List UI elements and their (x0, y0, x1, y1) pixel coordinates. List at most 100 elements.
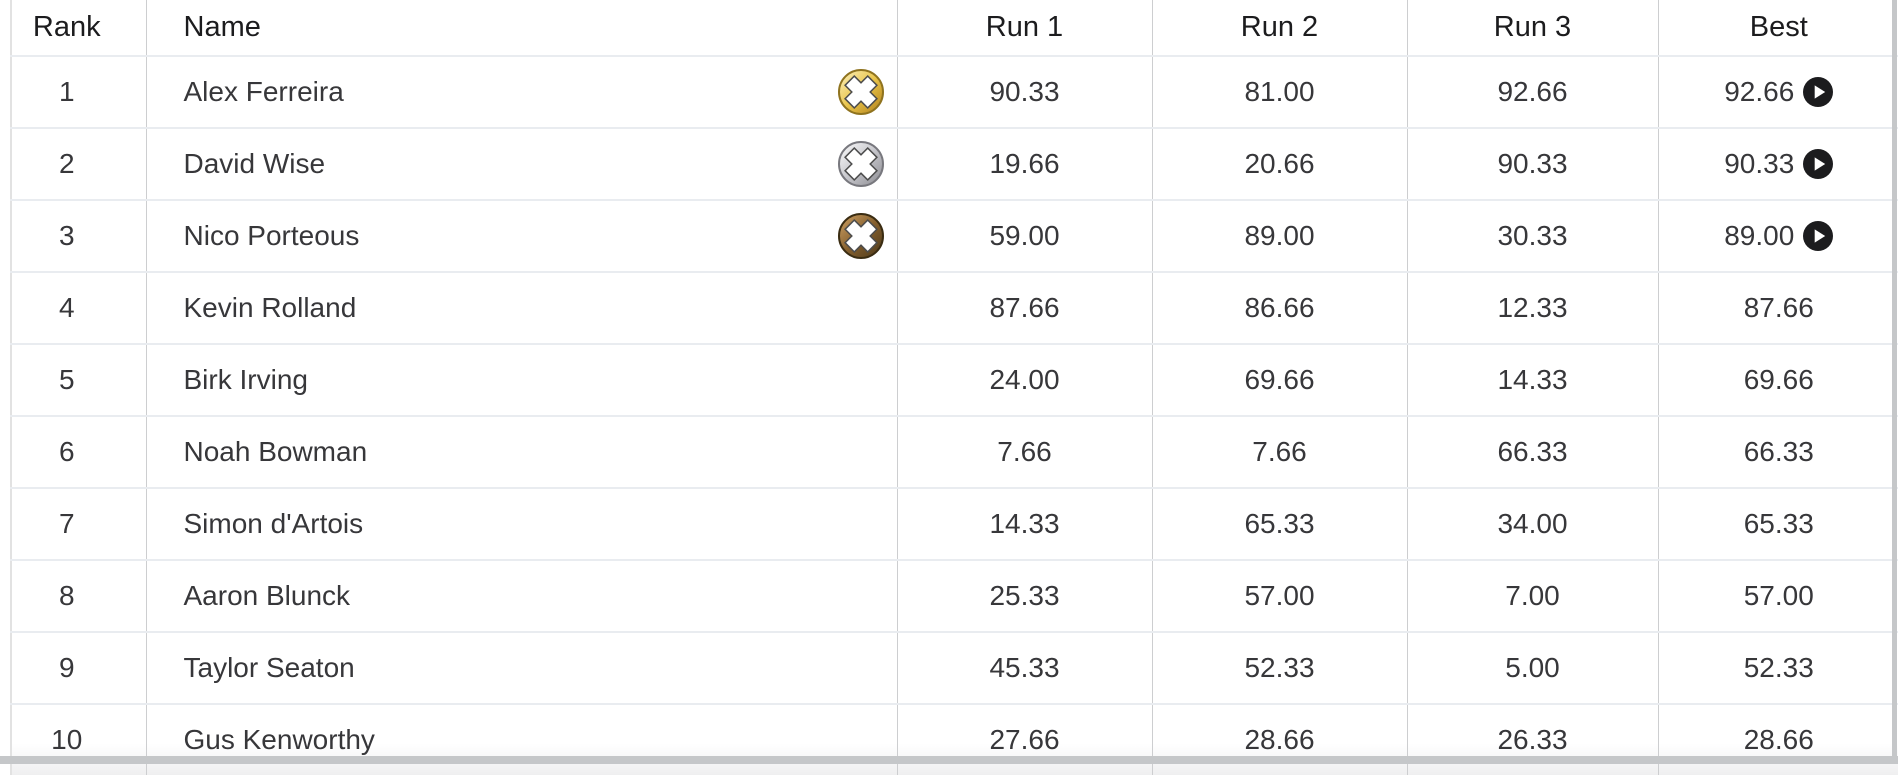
name-cell: David Wise (145, 127, 897, 200)
vertical-scrollbar[interactable] (1892, 0, 1897, 756)
best-cell: 87.66 (1657, 271, 1898, 344)
name-cell: Simon d'Artois (145, 487, 897, 560)
best-score: 28.66 (1743, 724, 1814, 755)
run1-score-cell: 27.66 (896, 703, 1152, 775)
athlete-name: Birk Irving (183, 364, 308, 395)
run1-score-cell: 25.33 (896, 559, 1152, 632)
run1-score-cell: 59.00 (896, 199, 1152, 272)
best-score: 52.33 (1743, 652, 1814, 683)
table-row[interactable]: 9 Taylor Seaton 45.33 52.33 5.00 52.33 (11, 631, 1898, 704)
athlete-name: Taylor Seaton (183, 652, 355, 683)
run1-score-cell: 87.66 (896, 271, 1152, 344)
silver-medal-icon (837, 141, 884, 187)
run3-score-cell: 90.33 (1406, 127, 1658, 200)
table-row[interactable]: 7 Simon d'Artois 14.33 65.33 34.00 65.33 (11, 487, 1898, 560)
name-cell: Alex Ferreira (145, 55, 897, 128)
run1-score-cell: 7.66 (896, 415, 1152, 488)
bronze-medal-icon (837, 213, 884, 259)
run2-score-cell: 65.33 (1151, 487, 1407, 560)
best-cell: 66.33 (1657, 415, 1898, 488)
run1-score-cell: 90.33 (896, 55, 1152, 128)
name-cell: Kevin Rolland (145, 271, 897, 344)
run3-score-cell: 92.66 (1406, 55, 1658, 128)
column-header-best: Best (1657, 0, 1898, 56)
play-icon[interactable] (1803, 149, 1834, 179)
run2-score-cell: 28.66 (1151, 703, 1407, 775)
athlete-name: Alex Ferreira (183, 76, 344, 107)
best-score: 89.00 (1724, 220, 1795, 251)
column-header-run3: Run 3 (1406, 0, 1658, 56)
run2-score-cell: 52.33 (1151, 631, 1407, 704)
best-score: 66.33 (1743, 436, 1814, 467)
best-score: 65.33 (1743, 508, 1814, 539)
best-score: 57.00 (1743, 580, 1814, 611)
column-header-name: Name (145, 0, 897, 56)
run3-score-cell: 5.00 (1406, 631, 1658, 704)
athlete-name: Noah Bowman (183, 436, 368, 467)
best-cell: 69.66 (1657, 343, 1898, 416)
header-row: Rank Name Run 1 Run 2 Run 3 Best (11, 0, 1898, 56)
silver-medal-icon (837, 140, 885, 188)
run1-score-cell: 45.33 (896, 631, 1152, 704)
table-row[interactable]: 3 Nico Porteous 59.00 89.00 30.33 89.00 (11, 199, 1898, 272)
rank-cell: 4 (11, 271, 146, 344)
run2-score-cell: 86.66 (1151, 271, 1407, 344)
table-row[interactable]: 1 Alex Ferreira 90.33 81.00 92.66 92.66 (11, 55, 1898, 128)
table-row[interactable]: 2 David Wise 19.66 20.66 90.33 90.33 (11, 127, 1898, 200)
run1-score-cell: 14.33 (896, 487, 1152, 560)
run3-score-cell: 7.00 (1406, 559, 1658, 632)
run3-score-cell: 34.00 (1406, 487, 1658, 560)
table-row[interactable]: 6 Noah Bowman 7.66 7.66 66.33 66.33 (11, 415, 1898, 488)
best-cell: 52.33 (1657, 631, 1898, 704)
rank-cell: 9 (11, 631, 146, 704)
best-score: 87.66 (1743, 292, 1814, 323)
table-row[interactable]: 8 Aaron Blunck 25.33 57.00 7.00 57.00 (11, 559, 1898, 632)
table-row[interactable]: 4 Kevin Rolland 87.66 86.66 12.33 87.66 (11, 271, 1898, 344)
name-cell: Aaron Blunck (145, 559, 897, 632)
gold-medal-icon (837, 69, 884, 115)
best-cell: 89.00 (1657, 199, 1898, 272)
bronze-medal-icon (837, 212, 885, 260)
horizontal-scrollbar[interactable] (0, 756, 1898, 764)
best-cell: 28.66 (1657, 703, 1898, 775)
athlete-name: Gus Kenworthy (183, 724, 375, 755)
best-cell: 65.33 (1657, 487, 1898, 560)
rank-cell: 2 (11, 127, 146, 200)
table-row[interactable]: 5 Birk Irving 24.00 69.66 14.33 69.66 (11, 343, 1898, 416)
rank-cell: 7 (11, 487, 146, 560)
name-cell: Nico Porteous (145, 199, 897, 272)
play-icon[interactable] (1803, 77, 1834, 107)
play-glyph (1803, 149, 1834, 179)
rank-cell: 10 (11, 703, 146, 775)
table-header: Rank Name Run 1 Run 2 Run 3 Best (11, 0, 1898, 56)
play-icon[interactable] (1803, 221, 1834, 251)
name-cell: Taylor Seaton (145, 631, 897, 704)
name-cell: Gus Kenworthy (145, 703, 897, 775)
table-row[interactable]: 10 Gus Kenworthy 27.66 28.66 26.33 28.66 (11, 703, 1898, 775)
name-cell: Noah Bowman (145, 415, 897, 488)
best-score: 90.33 (1724, 148, 1795, 179)
athlete-name: Simon d'Artois (183, 508, 364, 539)
gold-medal-icon (837, 68, 885, 116)
best-cell: 90.33 (1657, 127, 1898, 200)
athlete-name: Nico Porteous (183, 220, 360, 251)
best-score: 69.66 (1743, 364, 1814, 395)
rank-cell: 8 (11, 559, 146, 632)
column-header-rank: Rank (32, 11, 101, 43)
table-body: 1 Alex Ferreira 90.33 81.00 92.66 92.66 (11, 55, 1898, 775)
run1-score-cell: 24.00 (896, 343, 1152, 416)
run2-score-cell: 7.66 (1151, 415, 1407, 488)
play-glyph (1803, 221, 1834, 251)
name-cell: Birk Irving (145, 343, 897, 416)
run2-score-cell: 20.66 (1151, 127, 1407, 200)
run3-score-cell: 14.33 (1406, 343, 1658, 416)
best-score: 92.66 (1724, 76, 1795, 107)
run3-score-cell: 30.33 (1406, 199, 1658, 272)
rank-cell: 6 (11, 415, 146, 488)
rank-cell: 5 (11, 343, 146, 416)
best-cell: 92.66 (1657, 55, 1898, 128)
run2-score-cell: 81.00 (1151, 55, 1407, 128)
run3-score-cell: 12.33 (1406, 271, 1658, 344)
column-header-run2: Run 2 (1151, 0, 1407, 56)
